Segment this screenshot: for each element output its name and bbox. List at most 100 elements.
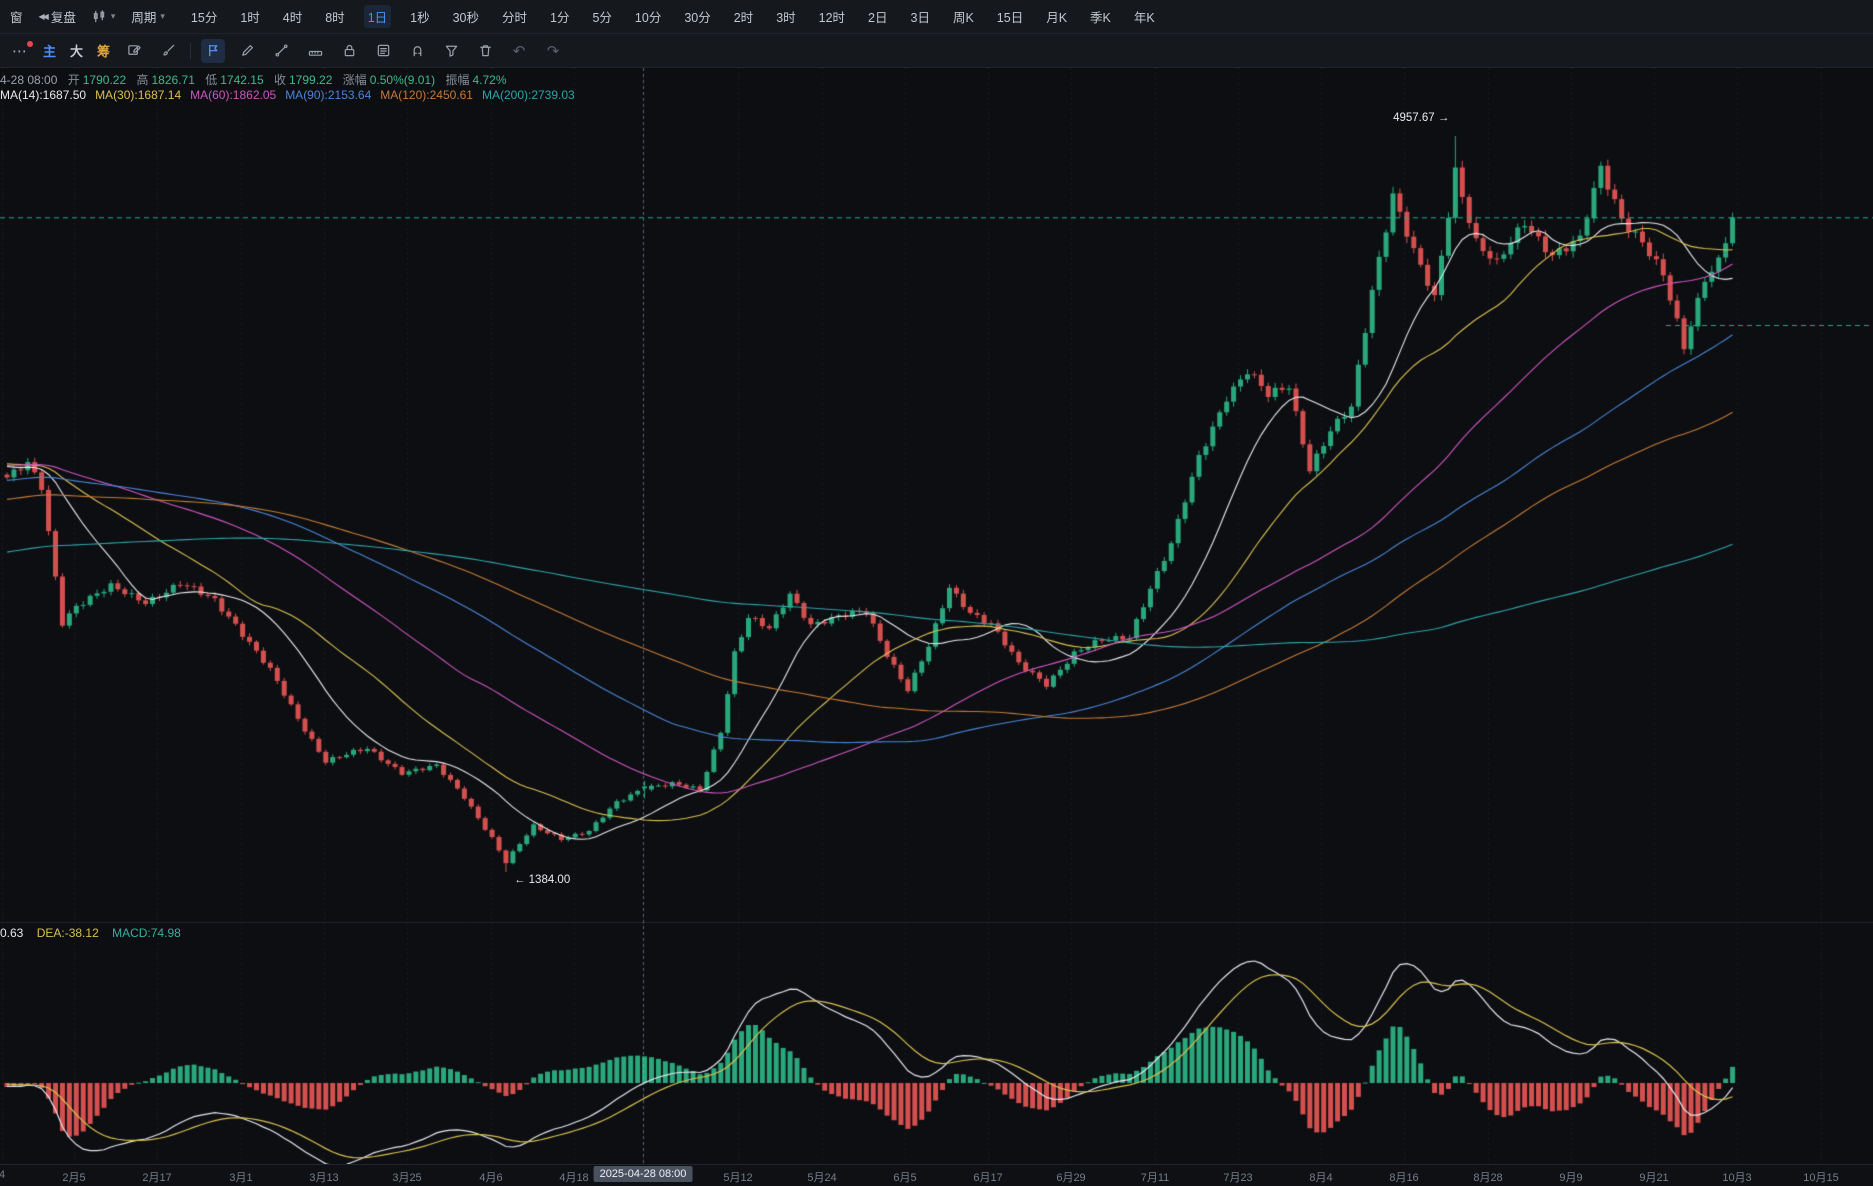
trendline-tool-button[interactable] bbox=[269, 39, 293, 63]
top-navbar: 窗 ◀◀ 复盘 ▾ 周期 ▾ 15分 1时 4时 8时 1日 1秒 30秒 分时 1分 5分 10分… bbox=[0, 0, 1873, 34]
timeframe-button[interactable]: 30秒 bbox=[452, 11, 479, 25]
macd-macd-value: MACD:74.98 bbox=[112, 926, 181, 940]
kline-style-icon bbox=[93, 10, 105, 23]
high-label: 高 bbox=[136, 73, 149, 87]
kline-style-dropdown[interactable]: ▾ bbox=[92, 9, 116, 24]
change-label: 涨幅 bbox=[342, 73, 367, 87]
tab-chips[interactable]: 筹 bbox=[97, 44, 111, 59]
chevron-down-icon: ▾ bbox=[110, 11, 116, 21]
axis-tick: 2月17 bbox=[142, 1172, 172, 1184]
timeframe-button[interactable]: 12时 bbox=[818, 11, 846, 25]
axis-tick: 7月23 bbox=[1223, 1172, 1253, 1184]
toolbar-separator bbox=[190, 42, 192, 59]
macd-dif-value: 0.63 bbox=[0, 926, 24, 940]
crosshair-date-label: 2025-04-28 08:00 bbox=[593, 1166, 693, 1182]
drawing-toolbar: ⋯ 主 大 筹 bbox=[0, 34, 1873, 68]
macd-dea-value: DEA:-38.12 bbox=[36, 926, 99, 940]
time-axis: 4 2月5 2月17 3月1 3月13 3月25 4月6 4月18 2025-04-28 08:… bbox=[0, 1164, 1873, 1186]
brush-button[interactable] bbox=[156, 39, 180, 63]
timeframe-button[interactable]: 4时 bbox=[282, 11, 303, 25]
axis-tick: 8月4 bbox=[1309, 1172, 1333, 1184]
lock-tool-button[interactable] bbox=[337, 39, 361, 63]
timeframe-button[interactable]: 周K bbox=[952, 11, 974, 25]
axis-tick: 3月13 bbox=[309, 1172, 339, 1184]
timeframe-button[interactable]: 1日 bbox=[363, 5, 392, 28]
axis-tick: 9月21 bbox=[1639, 1172, 1669, 1184]
tab-large-font[interactable]: 大 bbox=[70, 44, 84, 59]
timeframe-button[interactable]: 2时 bbox=[733, 11, 754, 25]
select-tool-button[interactable] bbox=[201, 38, 226, 63]
ohlc-date: 4-28 08:00 bbox=[0, 73, 58, 87]
timeframe-button[interactable]: 8时 bbox=[325, 11, 345, 25]
axis-tick: 4月6 bbox=[479, 1172, 503, 1184]
ma-readout: MA(14):1687.50 MA(30):1687.14 MA(60):1862.… bbox=[0, 88, 584, 102]
high-value: 1826.71 bbox=[151, 73, 195, 87]
lock-icon bbox=[344, 44, 354, 57]
timeframe-button[interactable]: 1时 bbox=[240, 11, 260, 25]
overflow-menu-button[interactable]: ⋯ bbox=[8, 40, 33, 60]
filter-tool-button[interactable] bbox=[439, 39, 463, 63]
replay-label: 复盘 bbox=[50, 11, 76, 25]
timeframe-button[interactable]: 月K bbox=[1046, 11, 1068, 25]
axis-tick: 9月9 bbox=[1559, 1172, 1583, 1184]
timeframe-button[interactable]: 10分 bbox=[634, 11, 662, 25]
redo-button[interactable]: ↷ bbox=[546, 42, 560, 60]
magnet-icon bbox=[413, 46, 421, 57]
amplitude-value: 4.72% bbox=[472, 73, 507, 87]
axis-tick: 4 bbox=[0, 1169, 5, 1181]
timeframe-button[interactable]: 3日 bbox=[910, 11, 930, 25]
timeframe-button[interactable]: 3时 bbox=[776, 11, 796, 25]
timeframe-button[interactable]: 年K bbox=[1133, 11, 1155, 25]
indicator-edit-icon bbox=[127, 45, 141, 55]
timeframe-button[interactable]: 15分 bbox=[190, 11, 218, 25]
timeframe-bar: 15分 1时 4时 8时 1日 1秒 30秒 分时 1分 5分 10分 30分 2时 3时 12时 2日 3日 周… bbox=[187, 5, 1159, 28]
macd-readout: 0.63 DEA:-38.12 MACD:74.98 bbox=[0, 926, 191, 940]
axis-tick: 3月25 bbox=[392, 1172, 422, 1184]
axis-tick: 3月1 bbox=[229, 1172, 253, 1184]
open-label: 开 bbox=[67, 73, 80, 87]
period-dropdown[interactable]: 周期 ▾ bbox=[131, 7, 165, 26]
select-tool-icon bbox=[208, 44, 217, 57]
axis-tick: 8月16 bbox=[1389, 1172, 1419, 1184]
axis-tick: 6月17 bbox=[973, 1172, 1003, 1184]
brush-icon bbox=[162, 44, 174, 56]
chevron-down-icon: ▾ bbox=[160, 11, 165, 21]
ma-value: MA(14):1687.50 bbox=[0, 88, 87, 102]
timeframe-button[interactable]: 1分 bbox=[550, 11, 570, 25]
trash-tool-button[interactable] bbox=[473, 39, 497, 63]
pencil-tool-icon bbox=[241, 45, 253, 56]
pencil-tool-button[interactable] bbox=[235, 39, 259, 63]
axis-tick: 5月12 bbox=[723, 1172, 753, 1184]
low-price-annotation: ← 1384.00 bbox=[513, 874, 571, 886]
trash-icon bbox=[479, 45, 491, 57]
multi-window-label: 窗 bbox=[10, 11, 23, 25]
axis-tick: 4月18 bbox=[559, 1172, 589, 1184]
replay-button[interactable]: ◀◀ 复盘 bbox=[39, 7, 76, 26]
price-chart-canvas[interactable] bbox=[0, 68, 1873, 1164]
timeframe-button[interactable]: 30分 bbox=[684, 11, 711, 25]
timeframe-button[interactable]: 1秒 bbox=[410, 11, 430, 25]
indicator-edit-button[interactable] bbox=[122, 39, 146, 63]
close-value: 1799.22 bbox=[289, 73, 333, 87]
timeframe-button[interactable]: 15日 bbox=[996, 11, 1024, 25]
open-value: 1790.22 bbox=[82, 73, 127, 87]
ma-value: MA(90):2153.64 bbox=[285, 88, 372, 102]
timeframe-button[interactable]: 2日 bbox=[868, 11, 888, 25]
tab-main-chart[interactable]: 主 bbox=[43, 44, 57, 59]
magnet-tool-button[interactable] bbox=[405, 39, 429, 63]
ma-value: MA(30):1687.14 bbox=[95, 88, 182, 102]
note-tool-button[interactable] bbox=[371, 39, 395, 63]
timeframe-button[interactable]: 5分 bbox=[592, 11, 612, 25]
filter-icon bbox=[445, 45, 457, 57]
note-icon bbox=[377, 44, 389, 57]
multi-window-button[interactable]: 窗 bbox=[10, 7, 23, 26]
timeframe-button[interactable]: 分时 bbox=[502, 11, 528, 25]
axis-tick: 2月5 bbox=[62, 1172, 86, 1184]
measure-tool-button[interactable] bbox=[303, 39, 327, 63]
timeframe-button[interactable]: 季K bbox=[1090, 11, 1111, 25]
close-label: 收 bbox=[273, 73, 286, 87]
undo-button[interactable]: ↶ bbox=[512, 42, 526, 60]
